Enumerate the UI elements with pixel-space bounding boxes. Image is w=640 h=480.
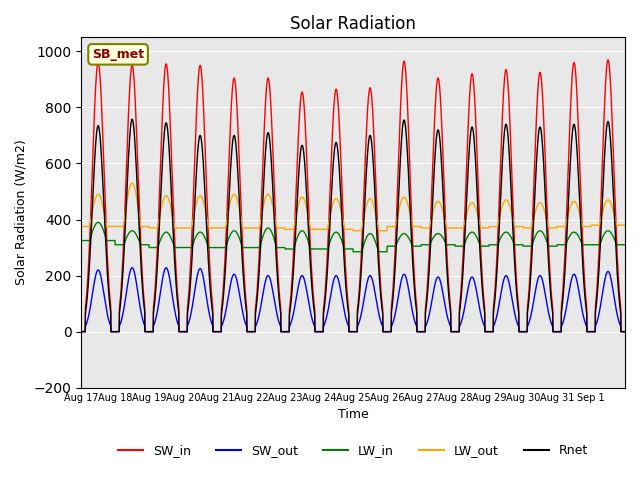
LW_out (504, 198, 511, 204)
LW_in (171, 245, 179, 251)
Legend: SW_in, SW_out, LW_in, LW_out, Rnet: SW_in, SW_out, LW_in, LW_out, Rnet (113, 440, 593, 463)
LW_out (440, 214, 448, 219)
LW_in (495, 238, 503, 244)
SW_in (604, 57, 612, 62)
Line: SW_out: SW_out (81, 268, 625, 332)
Rnet (440, 209, 448, 215)
Title: Solar Radiation: Solar Radiation (290, 15, 416, 33)
Rnet (621, 329, 629, 335)
LW_in (621, 242, 629, 248)
SW_out (503, 274, 511, 279)
SW_out (495, 302, 503, 308)
SW_in (621, 329, 629, 335)
LW_out (429, 208, 437, 214)
Line: LW_out: LW_out (81, 183, 625, 231)
Rnet (503, 125, 511, 131)
LW_out (349, 228, 357, 234)
LW_out (621, 222, 629, 228)
Rnet (495, 228, 503, 234)
LW_in (77, 238, 85, 243)
LW_in (440, 237, 448, 243)
LW_out (128, 180, 136, 186)
Line: Rnet: Rnet (81, 119, 625, 332)
SW_out (621, 329, 629, 335)
SW_in (171, 242, 179, 248)
SW_in (77, 329, 85, 335)
LW_in (349, 249, 357, 254)
SW_out (171, 309, 179, 314)
SW_in (495, 206, 503, 212)
Rnet (479, 297, 487, 303)
SW_out (128, 265, 136, 271)
SW_in (479, 287, 487, 292)
SW_out (77, 329, 85, 335)
LW_in (504, 229, 511, 235)
X-axis label: Time: Time (338, 408, 369, 421)
SW_in (503, 70, 511, 76)
SW_in (429, 158, 436, 164)
Rnet (171, 264, 179, 269)
LW_out (77, 224, 85, 229)
Rnet (77, 329, 85, 335)
LW_in (429, 235, 437, 240)
SW_out (429, 291, 437, 297)
Line: LW_in: LW_in (81, 222, 625, 252)
Text: SB_met: SB_met (92, 48, 144, 61)
SW_out (479, 320, 487, 326)
Rnet (128, 116, 136, 122)
SW_out (440, 296, 448, 302)
LW_in (479, 243, 487, 249)
LW_out (479, 225, 487, 231)
Rnet (429, 190, 437, 196)
Line: SW_in: SW_in (81, 60, 625, 332)
LW_out (495, 216, 503, 221)
Y-axis label: Solar Radiation (W/m2): Solar Radiation (W/m2) (15, 140, 28, 286)
LW_in (94, 219, 102, 225)
LW_out (171, 225, 179, 231)
SW_in (440, 174, 447, 180)
